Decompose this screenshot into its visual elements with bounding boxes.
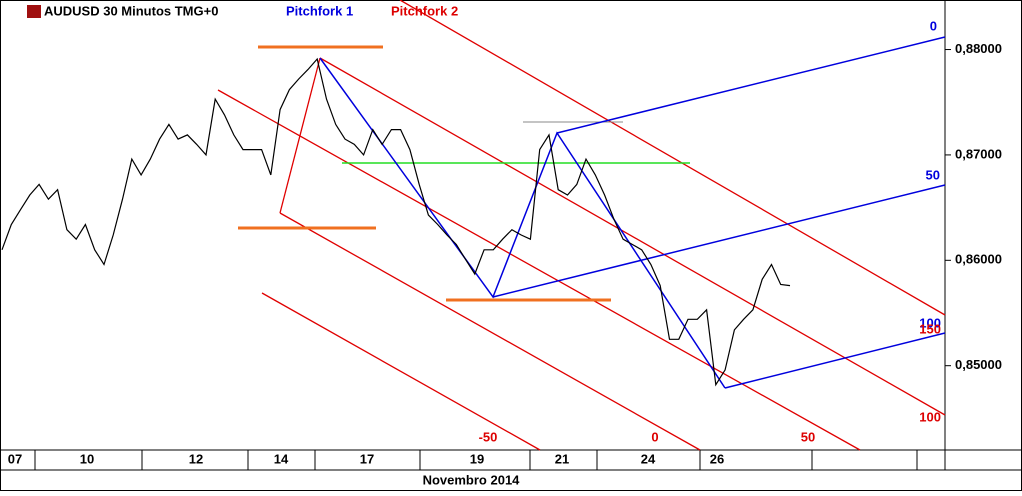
x-tick-label: 10 [80, 451, 94, 466]
level-label: 100 [919, 315, 941, 330]
x-tick-label: 07 [8, 451, 22, 466]
level-label: 0 [930, 18, 937, 33]
x-tick-label: 21 [555, 451, 569, 466]
indicator-label[interactable]: Pitchfork 1 [286, 3, 353, 18]
support-lines [238, 45, 611, 302]
indicator-label[interactable]: Pitchfork 2 [391, 3, 458, 18]
x-separators [34, 450, 918, 470]
y-tick-label: 0,87000 [955, 146, 1002, 161]
pitchfork-2 [217, 0, 946, 451]
level-label: 0 [651, 429, 658, 444]
pitchfork-1 [319, 36, 946, 389]
x-tick-label: 19 [470, 451, 484, 466]
fx-icon [27, 5, 41, 18]
x-tick-label: 14 [274, 451, 289, 466]
y-tick-label: 0,86000 [955, 252, 1002, 267]
level-label: 150 [919, 321, 941, 336]
x-axis-title: Novembro 2014 [423, 472, 521, 487]
price-line [1, 57, 791, 387]
level-label: 50 [801, 429, 815, 444]
x-tick-label: 26 [710, 451, 724, 466]
x-tick-label: 24 [641, 451, 656, 466]
level-label: 100 [919, 409, 941, 424]
level-label: 50 [926, 167, 940, 182]
y-tick-label: 0,85000 [955, 357, 1002, 372]
chart-title: AUDUSD 30 Minutos TMG+0 [44, 3, 218, 18]
x-tick-label: 17 [360, 451, 374, 466]
level-label: -50 [479, 429, 498, 444]
y-tick-label: 0,88000 [955, 41, 1002, 56]
x-tick-label: 12 [189, 451, 203, 466]
